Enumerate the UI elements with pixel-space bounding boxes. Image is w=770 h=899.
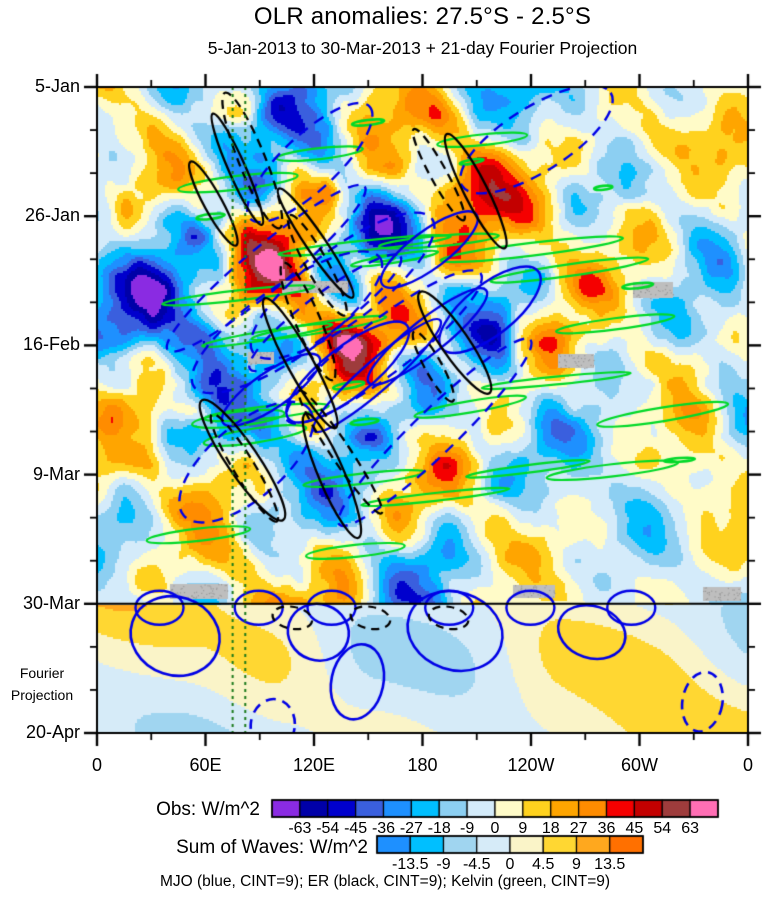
- obs-colorbar-tick: 63: [681, 820, 700, 837]
- obs-colorbar-tick: -45: [344, 820, 368, 837]
- x-tick-label: 120W: [507, 755, 555, 775]
- obs-colorbar-tick: 54: [653, 820, 672, 837]
- waves-colorbar-label: Sum of Waves: W/m^2: [176, 837, 368, 858]
- y-tick-label: 30-Mar: [22, 592, 80, 613]
- obs-colorbar-label: Obs: W/m^2: [156, 799, 260, 820]
- y-tick-label: 26-Jan: [24, 205, 80, 226]
- waves-colorbar-tick: 4.5: [532, 856, 555, 873]
- obs-colorbar-tick: 27: [569, 820, 588, 837]
- obs-colorbar-tick: -9: [460, 820, 475, 837]
- waves-colorbar-tick: 9: [572, 856, 581, 873]
- obs-colorbar-tick: 0: [490, 820, 500, 837]
- x-tick-label: 60W: [620, 755, 658, 775]
- obs-colorbar-tick: -18: [427, 820, 451, 837]
- y-tick-label: 16-Feb: [22, 334, 80, 355]
- y-tick-label: 5-Jan: [34, 76, 80, 96]
- x-tick-label: 120E: [292, 755, 336, 775]
- x-tick-label: 0: [91, 755, 102, 775]
- plot-subtitle: 5-Jan-2013 to 30-Mar-2013 + 21-day Fouri…: [207, 38, 638, 58]
- page-title: OLR anomalies: 27.5°S - 2.5°S: [253, 3, 592, 30]
- obs-colorbar-tick: 9: [518, 820, 528, 837]
- x-tick-label: 180: [407, 755, 438, 775]
- obs-colorbar-tick: -36: [371, 820, 396, 837]
- obs-colorbar-tick: 18: [541, 820, 560, 837]
- waves-colorbar-tick: -4.5: [462, 856, 491, 873]
- y-tick-label: 20-Apr: [25, 722, 80, 742]
- fourier-projection-label-line1: Fourier: [19, 665, 65, 681]
- wave-contour-legend: MJO (blue, CINT=9); ER (black, CINT=9); …: [159, 873, 611, 890]
- waves-colorbar-tick: -13.5: [392, 856, 429, 873]
- y-tick-label: 9-Mar: [32, 463, 80, 484]
- fourier-projection-label: Fourier Projection: [0, 663, 84, 706]
- x-tick-label: 60E: [189, 755, 222, 775]
- fourier-projection-label-line2: Projection: [10, 686, 74, 703]
- waves-colorbar-tick: 13.5: [594, 856, 626, 873]
- waves-colorbar-tick: 0: [505, 856, 515, 873]
- waves-colorbar-tick: -9: [436, 856, 451, 873]
- obs-colorbar-tick: 45: [625, 820, 644, 837]
- obs-colorbar-tick: -27: [399, 820, 423, 837]
- obs-colorbar-tick: -54: [316, 820, 340, 837]
- obs-colorbar-tick: 36: [597, 820, 616, 837]
- x-tick-label: 0: [742, 755, 753, 775]
- obs-colorbar-tick: -63: [288, 820, 312, 837]
